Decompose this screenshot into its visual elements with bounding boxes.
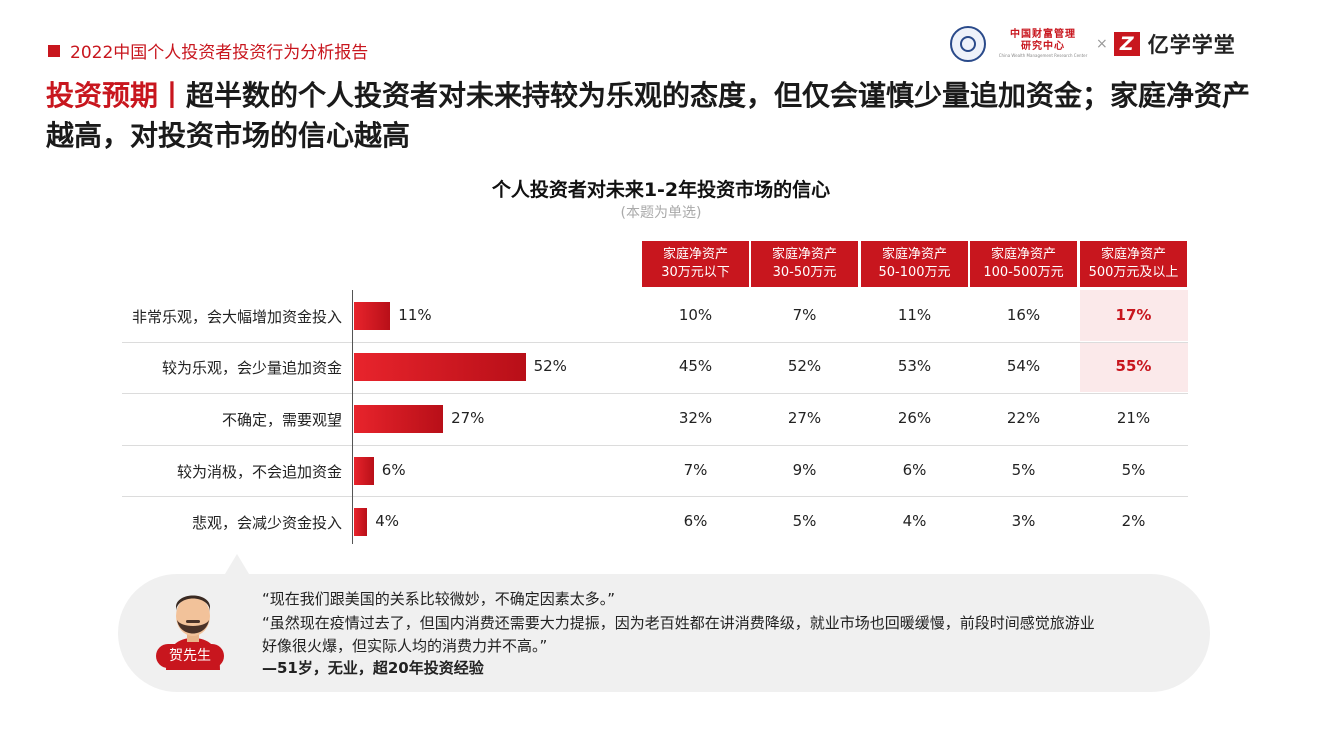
column-header-line2: 30万元以下 bbox=[661, 265, 730, 280]
quote-line-2: “虽然现在疫情过去了，但国内消费还需要大力提振，因为老百姓都在讲消费降级，就业市… bbox=[262, 614, 1095, 632]
column-header-line1: 家庭净资产 bbox=[1100, 247, 1166, 262]
row-label: 非常乐观，会大幅增加资金投入 bbox=[131, 307, 342, 326]
table-cell: 7% bbox=[683, 460, 708, 479]
cwm-seal-logo-icon bbox=[950, 26, 986, 62]
bar-value-label: 27% bbox=[451, 409, 485, 427]
table-column-header: 家庭净资产 30-50万元 bbox=[751, 241, 858, 287]
row-label: 较为乐观，会少量追加资金 bbox=[161, 359, 342, 378]
table-cell: 11% bbox=[897, 305, 932, 324]
bar bbox=[354, 353, 526, 382]
logo-area: 中国财富管理 研究中心 China Wealth Management Rese… bbox=[950, 26, 1236, 62]
column-header-line1: 家庭净资产 bbox=[662, 247, 728, 262]
table-cell: 45% bbox=[678, 357, 713, 376]
bar-value-label: 11% bbox=[398, 305, 432, 324]
row-label: 不确定，需要观望 bbox=[221, 411, 342, 429]
table-cell: 2% bbox=[1121, 512, 1146, 531]
bar bbox=[354, 508, 368, 537]
square-bullet-icon bbox=[48, 44, 60, 57]
column-header-line2: 100-500万元 bbox=[983, 265, 1064, 280]
cwm-logo: 中国财富管理 研究中心 China Wealth Management Rese… bbox=[996, 29, 1090, 59]
table-cell: 26% bbox=[897, 409, 932, 427]
table-cell: 53% bbox=[897, 357, 932, 376]
table-cell: 16% bbox=[1006, 305, 1041, 324]
column-header-line1: 家庭净资产 bbox=[990, 247, 1056, 262]
row-divider bbox=[122, 496, 1188, 498]
table-cell: 55% bbox=[1115, 357, 1152, 376]
table-cell: 22% bbox=[1006, 409, 1041, 427]
table-cell: 10% bbox=[678, 305, 713, 324]
cwm-logo-line1: 中国财富管理 bbox=[1010, 29, 1076, 40]
bar-axis bbox=[352, 290, 353, 544]
quote-line-1: “现在我们跟美国的关系比较微妙，不确定因素太多。” bbox=[262, 590, 616, 608]
table-cell: 5% bbox=[792, 512, 817, 531]
table-cell: 6% bbox=[683, 512, 708, 531]
table-cell: 4% bbox=[902, 512, 927, 531]
report-title-text: 2022中国个人投资者投资行为分析报告 bbox=[70, 43, 369, 63]
column-header-line1: 家庭净资产 bbox=[881, 247, 947, 262]
quote-attribution: —51岁，无业，超20年投资经验 bbox=[262, 659, 484, 677]
row-divider bbox=[122, 393, 1188, 395]
table-cell: 27% bbox=[787, 409, 822, 427]
table-column-header: 家庭净资产 100-500万元 bbox=[970, 241, 1077, 287]
bar-value-label: 4% bbox=[375, 512, 399, 531]
cwm-logo-line2: 研究中心 bbox=[1021, 41, 1065, 52]
row-label: 较为消极，不会追加资金 bbox=[176, 462, 342, 481]
table-column-header: 家庭净资产 30万元以下 bbox=[642, 241, 749, 287]
report-title: 2022中国个人投资者投资行为分析报告 bbox=[48, 38, 368, 63]
column-header-line1: 家庭净资产 bbox=[771, 247, 837, 262]
table-cell: 3% bbox=[1011, 512, 1036, 531]
column-header-line2: 500万元及以上 bbox=[1088, 265, 1179, 280]
table-cell: 6% bbox=[902, 460, 927, 479]
headline-text: 超半数的个人投资者对未来持较为乐观的态度，但仅会谨慎少量追加资金；家庭净资产越高… bbox=[46, 79, 1251, 152]
column-header-line2: 30-50万元 bbox=[772, 265, 837, 280]
bar-value-label: 6% bbox=[381, 460, 406, 479]
table-cell: 52% bbox=[787, 357, 822, 376]
table-cell: 32% bbox=[678, 409, 713, 427]
table-cell: 7% bbox=[792, 305, 817, 324]
headline: 投资预期丨超半数的个人投资者对未来持较为乐观的态度，但仅会谨慎少量追加资金；家庭… bbox=[46, 76, 1276, 156]
chart-title: 个人投资者对未来1-2年投资市场的信心 bbox=[491, 179, 831, 201]
bar bbox=[354, 405, 444, 433]
headline-label: 投资预期 bbox=[46, 79, 159, 112]
headline-separator: 丨 bbox=[158, 79, 187, 112]
table-cell: 9% bbox=[792, 460, 817, 479]
table-cell: 21% bbox=[1116, 409, 1151, 427]
row-divider bbox=[122, 444, 1188, 446]
table-cell: 5% bbox=[1011, 460, 1036, 479]
quote-line-3: 好像很火爆，但实际人均的消费力并不高。” bbox=[262, 637, 548, 655]
table-cell: 5% bbox=[1121, 460, 1146, 479]
table-cell: 17% bbox=[1115, 305, 1152, 324]
times-sign: × bbox=[1096, 36, 1108, 52]
quote-pointer bbox=[225, 554, 249, 574]
speaker-name-tag: 贺先生 bbox=[156, 644, 224, 668]
highlight-cell-bg bbox=[1080, 341, 1188, 393]
bar-value-label: 52% bbox=[533, 357, 567, 376]
table-cell: 54% bbox=[1006, 357, 1041, 376]
bar bbox=[354, 301, 391, 330]
table-column-header: 家庭净资产 50-100万元 bbox=[861, 241, 968, 287]
quote-box bbox=[118, 574, 1210, 692]
row-divider bbox=[122, 341, 1188, 343]
table-column-header: 家庭净资产 500万元及以上 bbox=[1080, 241, 1187, 287]
yixue-logo-icon: Z bbox=[1113, 32, 1140, 56]
highlight-cell-bg bbox=[1080, 290, 1188, 341]
chart-subtitle: (本题为单选) bbox=[620, 205, 702, 221]
cwm-logo-en: China Wealth Management Research Center bbox=[998, 53, 1088, 58]
column-header-line2: 50-100万元 bbox=[878, 265, 951, 280]
bar bbox=[354, 456, 374, 485]
yixue-logo-name: 亿学学堂 bbox=[1147, 33, 1236, 57]
row-label: 悲观，会减少资金投入 bbox=[191, 514, 342, 533]
